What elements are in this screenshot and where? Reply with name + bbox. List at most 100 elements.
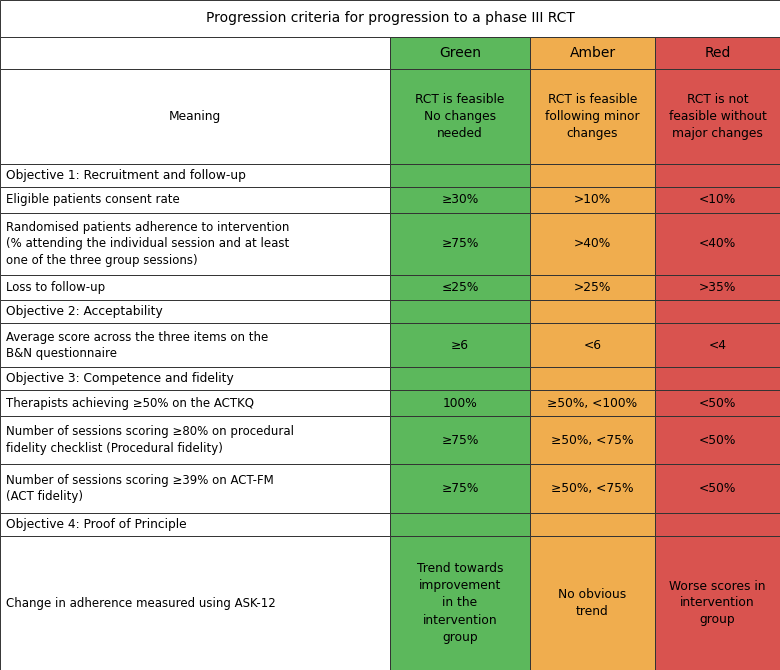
Bar bbox=[0, 416, 390, 464]
Bar bbox=[530, 37, 655, 69]
Text: >25%: >25% bbox=[574, 281, 612, 294]
Bar bbox=[0, 367, 390, 391]
Text: <6: <6 bbox=[583, 339, 601, 352]
Bar bbox=[655, 212, 780, 275]
Bar bbox=[390, 187, 530, 212]
Bar bbox=[655, 513, 780, 536]
Bar bbox=[530, 300, 655, 324]
Bar bbox=[0, 464, 390, 513]
Text: ≥75%: ≥75% bbox=[441, 237, 479, 250]
Text: ≤25%: ≤25% bbox=[441, 281, 479, 294]
Text: ≥75%: ≥75% bbox=[441, 433, 479, 447]
Bar bbox=[655, 164, 780, 187]
Bar bbox=[0, 391, 390, 416]
Text: Objective 2: Acceptability: Objective 2: Acceptability bbox=[6, 306, 163, 318]
Bar bbox=[390, 324, 530, 367]
Text: Randomised patients adherence to intervention
(% attending the individual sessio: Randomised patients adherence to interve… bbox=[6, 220, 289, 267]
Bar bbox=[530, 391, 655, 416]
Text: Objective 1: Recruitment and follow-up: Objective 1: Recruitment and follow-up bbox=[6, 169, 246, 182]
Bar bbox=[390, 464, 530, 513]
Bar bbox=[390, 164, 530, 187]
Bar bbox=[390, 69, 530, 164]
Bar bbox=[655, 536, 780, 670]
Bar bbox=[390, 37, 530, 69]
Text: Average score across the three items on the
B&N questionnaire: Average score across the three items on … bbox=[6, 331, 268, 360]
Text: <40%: <40% bbox=[699, 237, 736, 250]
Bar bbox=[530, 536, 655, 670]
Bar bbox=[0, 300, 390, 324]
Text: Number of sessions scoring ≥39% on ACT-FM
(ACT fidelity): Number of sessions scoring ≥39% on ACT-F… bbox=[6, 474, 274, 503]
Text: <4: <4 bbox=[708, 339, 726, 352]
Bar bbox=[390, 391, 530, 416]
Text: Worse scores in
intervention
group: Worse scores in intervention group bbox=[669, 580, 766, 626]
Bar bbox=[0, 275, 390, 300]
Bar bbox=[655, 275, 780, 300]
Bar bbox=[655, 187, 780, 212]
Text: Therapists achieving ≥50% on the ACTKQ: Therapists achieving ≥50% on the ACTKQ bbox=[6, 397, 254, 409]
Bar bbox=[655, 324, 780, 367]
Bar bbox=[0, 0, 780, 37]
Bar bbox=[0, 164, 390, 187]
Text: Objective 3: Competence and fidelity: Objective 3: Competence and fidelity bbox=[6, 373, 234, 385]
Bar bbox=[0, 187, 390, 212]
Text: RCT is feasible
No changes
needed: RCT is feasible No changes needed bbox=[415, 93, 505, 140]
Text: Trend towards
improvement
in the
intervention
group: Trend towards improvement in the interve… bbox=[417, 563, 503, 643]
Bar bbox=[390, 300, 530, 324]
Text: RCT is feasible
following minor
changes: RCT is feasible following minor changes bbox=[545, 93, 640, 140]
Bar bbox=[530, 187, 655, 212]
Bar bbox=[530, 275, 655, 300]
Text: No obvious
trend: No obvious trend bbox=[558, 588, 626, 618]
Text: ≥50%, <75%: ≥50%, <75% bbox=[551, 433, 633, 447]
Bar bbox=[530, 324, 655, 367]
Bar bbox=[655, 416, 780, 464]
Bar bbox=[390, 212, 530, 275]
Bar bbox=[390, 416, 530, 464]
Bar bbox=[0, 69, 390, 164]
Bar bbox=[530, 212, 655, 275]
Text: ≥30%: ≥30% bbox=[441, 194, 479, 206]
Bar bbox=[0, 324, 390, 367]
Bar bbox=[655, 300, 780, 324]
Bar bbox=[0, 212, 390, 275]
Text: Eligible patients consent rate: Eligible patients consent rate bbox=[6, 194, 179, 206]
Bar bbox=[0, 536, 390, 670]
Text: Objective 4: Proof of Principle: Objective 4: Proof of Principle bbox=[6, 518, 186, 531]
Text: Loss to follow-up: Loss to follow-up bbox=[6, 281, 105, 294]
Text: <50%: <50% bbox=[699, 482, 736, 495]
Text: ≥6: ≥6 bbox=[451, 339, 469, 352]
Bar bbox=[530, 513, 655, 536]
Text: 100%: 100% bbox=[442, 397, 477, 409]
Bar bbox=[655, 367, 780, 391]
Text: ≥75%: ≥75% bbox=[441, 482, 479, 495]
Bar bbox=[655, 69, 780, 164]
Text: Amber: Amber bbox=[569, 46, 615, 60]
Bar bbox=[390, 367, 530, 391]
Text: ≥50%, <75%: ≥50%, <75% bbox=[551, 482, 633, 495]
Bar bbox=[655, 391, 780, 416]
Text: Progression criteria for progression to a phase III RCT: Progression criteria for progression to … bbox=[206, 11, 574, 25]
Text: Red: Red bbox=[704, 46, 731, 60]
Bar bbox=[655, 464, 780, 513]
Bar bbox=[390, 536, 530, 670]
Bar bbox=[0, 513, 390, 536]
Bar bbox=[655, 37, 780, 69]
Bar bbox=[390, 275, 530, 300]
Text: <50%: <50% bbox=[699, 433, 736, 447]
Text: <10%: <10% bbox=[699, 194, 736, 206]
Text: Meaning: Meaning bbox=[169, 110, 221, 123]
Text: >35%: >35% bbox=[699, 281, 736, 294]
Bar bbox=[0, 37, 390, 69]
Bar bbox=[530, 69, 655, 164]
Text: Green: Green bbox=[439, 46, 481, 60]
Bar bbox=[390, 513, 530, 536]
Bar bbox=[530, 464, 655, 513]
Text: >10%: >10% bbox=[574, 194, 611, 206]
Bar bbox=[530, 416, 655, 464]
Text: Number of sessions scoring ≥80% on procedural
fidelity checklist (Procedural fid: Number of sessions scoring ≥80% on proce… bbox=[6, 425, 294, 455]
Text: Change in adherence measured using ASK-12: Change in adherence measured using ASK-1… bbox=[6, 596, 276, 610]
Text: >40%: >40% bbox=[574, 237, 611, 250]
Text: RCT is not
feasible without
major changes: RCT is not feasible without major change… bbox=[668, 93, 767, 140]
Text: ≥50%, <100%: ≥50%, <100% bbox=[548, 397, 637, 409]
Bar bbox=[530, 367, 655, 391]
Text: <50%: <50% bbox=[699, 397, 736, 409]
